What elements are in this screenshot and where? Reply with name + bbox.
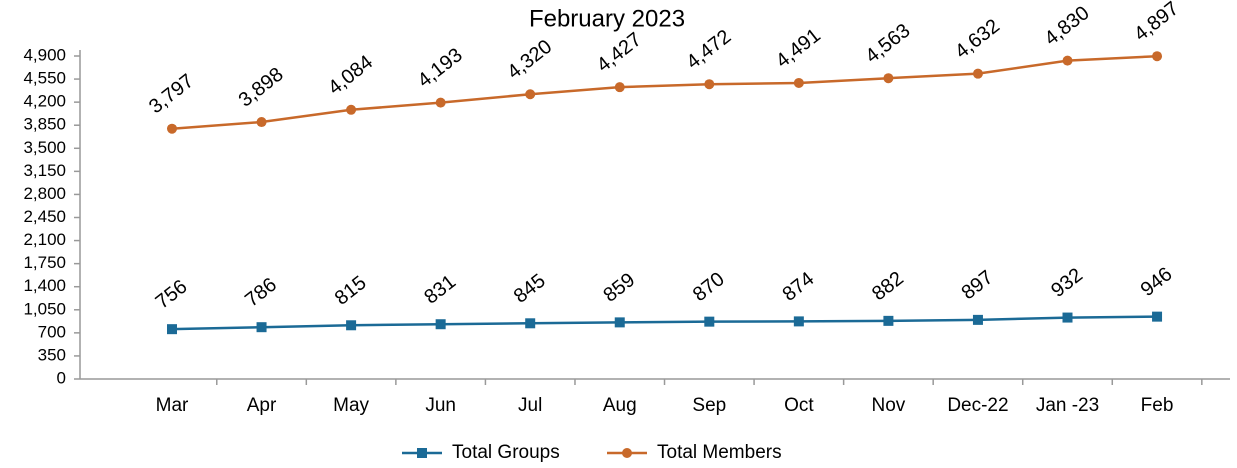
marker <box>167 324 177 335</box>
series-line <box>171 315 1158 331</box>
x-tick-label: Sep <box>692 395 726 416</box>
y-tick-label: 3,500 <box>23 138 66 157</box>
y-tick-label: 3,850 <box>23 115 66 134</box>
y-tick-label: 4,200 <box>23 92 66 111</box>
y-tick-label: 700 <box>38 322 66 341</box>
data-label: 4,563 <box>861 20 914 68</box>
x-tick-label: May <box>333 395 369 416</box>
data-label: 845 <box>510 270 550 308</box>
marker <box>614 82 625 93</box>
data-label: 897 <box>958 266 998 304</box>
data-label: 3,797 <box>145 70 198 118</box>
marker <box>256 322 267 333</box>
data-label: 831 <box>420 271 460 309</box>
legend-marker <box>417 448 427 458</box>
y-tick-label: 2,100 <box>23 230 66 249</box>
marker <box>435 319 446 330</box>
legend-marker <box>622 448 632 458</box>
data-label: 870 <box>689 268 729 306</box>
marker <box>346 320 357 331</box>
y-tick-label: 4,900 <box>23 45 66 64</box>
x-tick-label: Jan -23 <box>1036 395 1099 416</box>
data-label: 946 <box>1137 263 1177 301</box>
x-tick-label: Nov <box>872 395 906 416</box>
data-label: 4,830 <box>1041 2 1094 50</box>
legend-label: Total Groups <box>452 442 560 463</box>
y-tick-label: 1,400 <box>23 276 66 295</box>
data-label: 815 <box>331 272 371 310</box>
marker <box>793 77 804 88</box>
data-label: 882 <box>868 267 908 305</box>
data-label: 3,898 <box>235 63 288 111</box>
marker <box>1152 311 1163 322</box>
data-label: 874 <box>778 268 818 306</box>
marker <box>793 316 804 327</box>
marker <box>883 315 894 326</box>
y-tick-label: 1,050 <box>23 299 66 318</box>
marker <box>883 73 894 84</box>
legend-label: Total Members <box>657 442 782 463</box>
marker <box>256 117 267 128</box>
chart-title: February 2023 <box>529 5 685 32</box>
data-label: 4,320 <box>503 36 556 84</box>
x-tick-label: Apr <box>247 395 277 416</box>
marker <box>1152 51 1163 62</box>
marker <box>704 316 715 327</box>
data-label: 786 <box>241 274 281 312</box>
data-label: 4,632 <box>951 15 1004 63</box>
x-tick-label: Oct <box>784 395 814 416</box>
marker <box>1062 312 1073 323</box>
x-tick-label: Jul <box>518 395 542 416</box>
marker <box>1062 55 1073 66</box>
data-label: 4,897 <box>1130 0 1183 46</box>
marker <box>525 318 536 329</box>
marker <box>435 97 446 108</box>
y-tick-label: 2,450 <box>23 207 66 226</box>
data-label: 756 <box>152 276 192 314</box>
data-label: 932 <box>1047 264 1087 302</box>
marker <box>972 314 983 325</box>
data-label: 859 <box>599 269 639 307</box>
marker <box>614 317 625 328</box>
x-tick-label: Jun <box>425 395 456 416</box>
marker <box>972 68 983 79</box>
y-tick-label: 2,800 <box>23 184 66 203</box>
marker <box>346 104 357 115</box>
y-tick-label: 0 <box>57 368 66 387</box>
data-label: 4,491 <box>772 24 825 72</box>
data-label: 4,193 <box>414 44 467 92</box>
x-tick-label: Mar <box>156 395 189 416</box>
data-label: 4,472 <box>682 26 735 74</box>
series-line <box>171 54 1158 130</box>
marker <box>704 79 715 90</box>
x-tick-label: Dec-22 <box>947 395 1008 416</box>
y-tick-label: 4,550 <box>23 69 66 88</box>
y-tick-label: 3,150 <box>23 161 66 180</box>
marker <box>525 89 536 100</box>
x-tick-label: Feb <box>1141 395 1174 416</box>
data-label: 4,084 <box>324 51 377 99</box>
data-label: 4,427 <box>593 29 646 77</box>
y-tick-label: 1,750 <box>23 253 66 272</box>
x-tick-label: Aug <box>603 395 637 416</box>
y-tick-label: 350 <box>38 345 66 364</box>
marker <box>167 123 177 134</box>
